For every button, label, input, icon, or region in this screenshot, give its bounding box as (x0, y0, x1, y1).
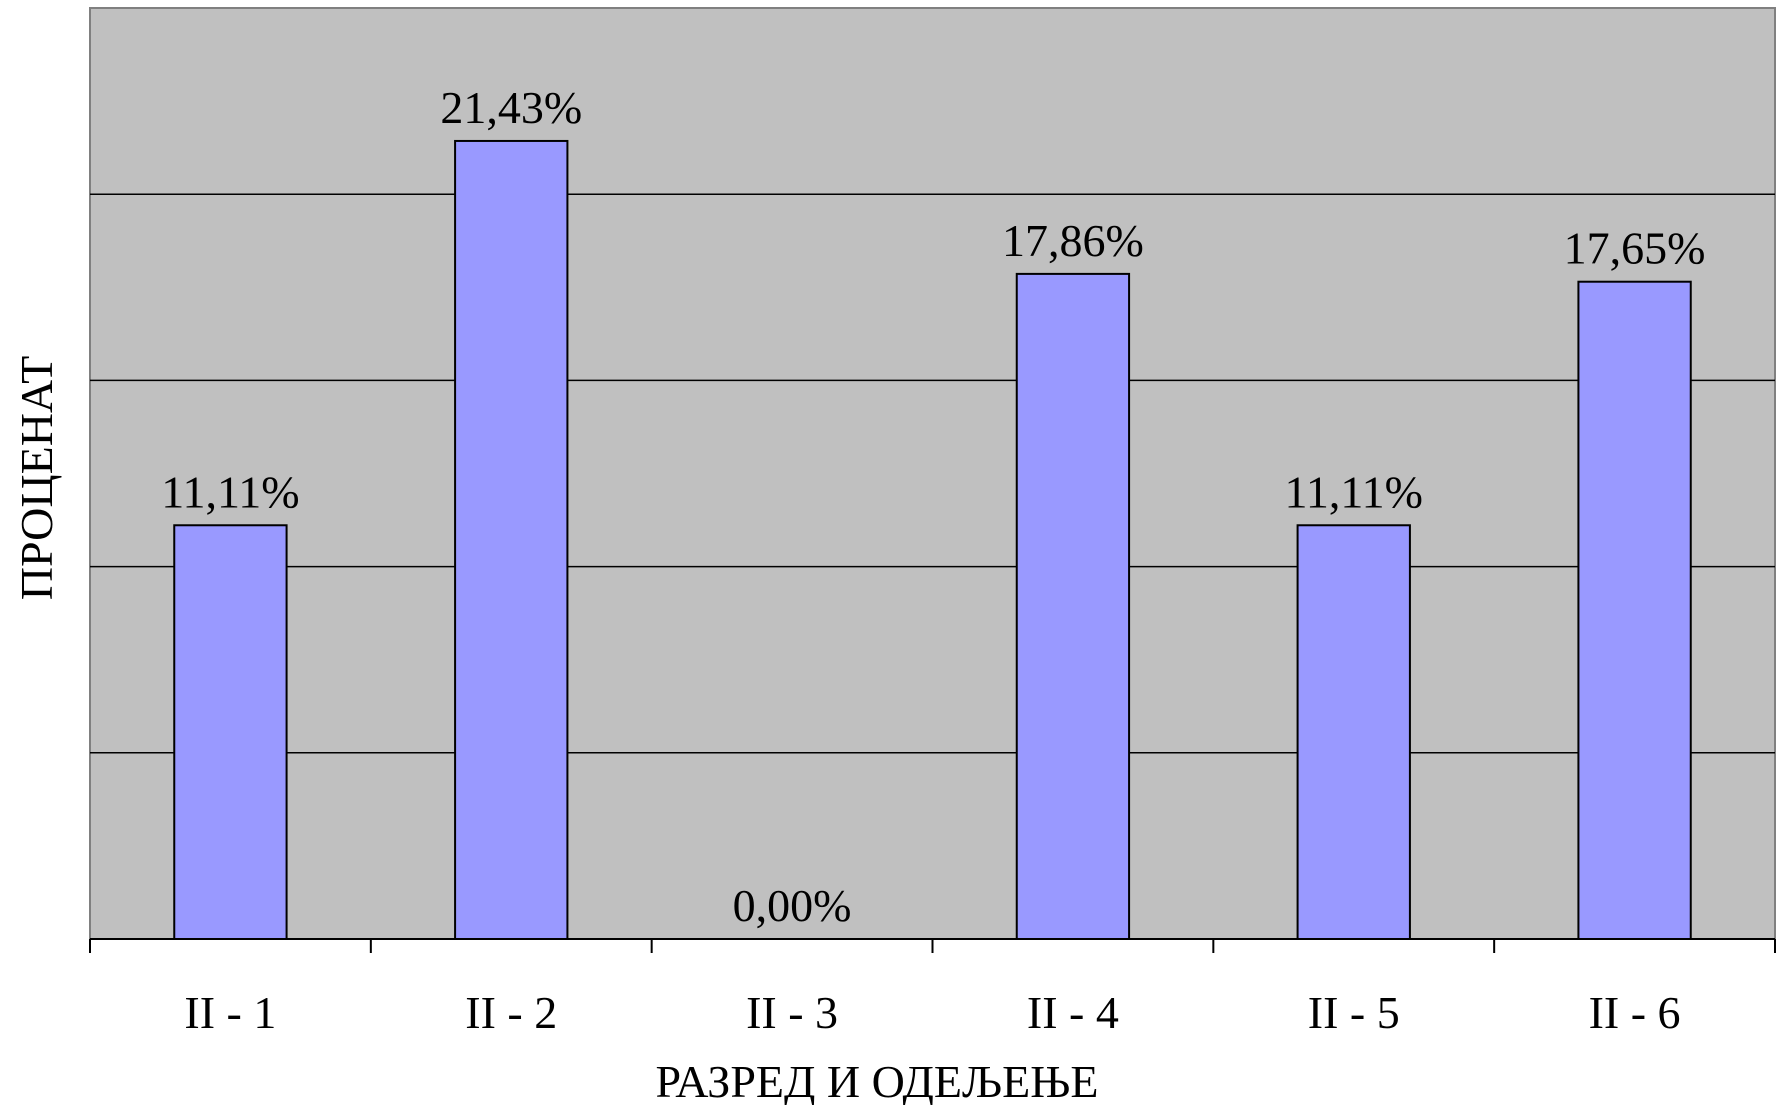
x-tick-label: II - 1 (184, 987, 276, 1038)
bar (173, 524, 288, 940)
data-label: 17,86% (1002, 215, 1144, 266)
y-axis-title: ПРОЦЕНАТ (11, 356, 62, 600)
data-label: 11,11% (1285, 466, 1423, 517)
bar (1015, 272, 1131, 940)
x-tick-label: II - 2 (465, 987, 557, 1038)
data-labels: 11,11% 21,43% 0,00% 17,86% 11,11% 17,65% (161, 82, 1705, 931)
plot-area (89, 7, 1776, 940)
x-tick-label: II - 6 (1589, 987, 1681, 1038)
bar (1296, 524, 1411, 940)
data-label: 21,43% (440, 82, 582, 133)
data-label: 0,00% (733, 880, 852, 931)
data-label: 11,11% (161, 466, 299, 517)
bar (454, 139, 569, 941)
x-axis-title: РАЗРЕД И ОДЕЉЕЊЕ (656, 1056, 1099, 1105)
x-tick-label: II - 5 (1308, 987, 1400, 1038)
x-axis-tick-labels: II - 1 II - 2 II - 3 II - 4 II - 5 II - 6 (184, 987, 1680, 1038)
gridlines (90, 193, 1775, 754)
x-axis-ticks (89, 939, 1776, 953)
data-label: 17,65% (1564, 223, 1706, 274)
x-tick-label: II - 3 (746, 987, 838, 1038)
x-tick-label: II - 4 (1027, 987, 1119, 1038)
bar (1577, 280, 1692, 940)
